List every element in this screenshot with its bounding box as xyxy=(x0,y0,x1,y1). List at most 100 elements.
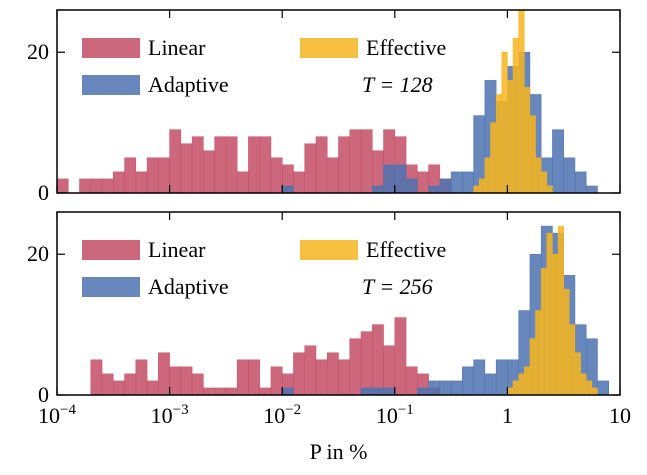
x-tick-label: 10−2 xyxy=(263,402,301,428)
histogram-bar xyxy=(394,317,407,396)
histogram-bar xyxy=(259,136,272,194)
histogram-bar xyxy=(574,171,587,194)
histogram-bar xyxy=(450,380,463,396)
histogram-bar xyxy=(338,359,351,396)
legend-swatch xyxy=(82,38,140,58)
histogram-bar xyxy=(495,359,508,396)
histogram-bar xyxy=(360,129,373,194)
x-axis-label: P in % xyxy=(310,439,368,464)
histogram-bar xyxy=(484,373,497,396)
x-tick-label: 10−3 xyxy=(151,402,189,428)
histogram-bar xyxy=(546,232,553,396)
histogram-bar xyxy=(293,352,305,396)
histogram-bar xyxy=(540,171,548,194)
histogram-bar xyxy=(473,359,486,396)
histogram-bar xyxy=(507,80,514,194)
histogram-bar xyxy=(490,122,497,194)
histogram-bar xyxy=(478,178,486,194)
histogram-bar xyxy=(281,185,294,194)
histogram-bar xyxy=(203,150,215,194)
histogram-bar xyxy=(507,387,514,396)
legend-swatch xyxy=(300,38,358,58)
histogram-bar xyxy=(225,136,238,194)
histogram-bar xyxy=(563,289,570,396)
histogram-bar xyxy=(546,185,553,194)
histogram-bar xyxy=(338,136,351,194)
histogram-bar xyxy=(158,352,170,396)
legend-swatch xyxy=(82,240,140,260)
histogram-bar xyxy=(405,366,418,396)
histogram-bar xyxy=(512,380,519,396)
x-tick-label: 10 xyxy=(609,403,631,428)
histogram-bar xyxy=(428,185,441,194)
x-tick-label: 1 xyxy=(502,403,513,428)
histogram-bar xyxy=(191,373,204,396)
histogram-bar xyxy=(248,136,260,194)
histogram-bar xyxy=(135,359,148,396)
x-tick-base: 10 xyxy=(38,403,60,428)
histogram-bar xyxy=(236,171,249,194)
legend-label: Linear xyxy=(148,35,206,60)
legend-label: Linear xyxy=(148,237,206,262)
histogram-bar xyxy=(372,324,384,396)
histogram-bar xyxy=(79,178,92,194)
histogram-bar xyxy=(259,387,272,396)
histogram-bar xyxy=(270,366,283,396)
histogram-bar xyxy=(203,387,215,396)
histogram-bar xyxy=(535,310,542,396)
histogram-bar xyxy=(529,338,536,396)
histogram-bar xyxy=(524,366,531,396)
x-tick-exponent: −2 xyxy=(285,402,301,418)
histogram-bar xyxy=(315,359,328,396)
histogram-bar xyxy=(495,94,503,194)
y-tick-label: 0 xyxy=(38,180,49,205)
legend-swatch xyxy=(300,240,358,260)
histogram-bar xyxy=(529,115,536,194)
histogram-bar xyxy=(417,171,429,194)
histogram-bar xyxy=(597,380,609,396)
histogram-bar xyxy=(569,324,576,396)
histogram-bar xyxy=(360,331,373,396)
legend-label: Adaptive xyxy=(148,72,229,97)
y-tick-label: 20 xyxy=(27,241,49,266)
histogram-bar xyxy=(248,359,260,396)
histogram-bar xyxy=(585,185,598,194)
histogram-bar xyxy=(180,143,193,194)
histogram-bar xyxy=(158,157,170,194)
histogram-bar xyxy=(557,225,564,396)
histogram-bar xyxy=(135,171,148,194)
histogram-bar xyxy=(540,268,548,396)
histogram-bar xyxy=(439,178,452,194)
histogram-bar xyxy=(591,387,598,396)
histogram-bar xyxy=(462,171,474,194)
histogram-bar xyxy=(372,185,384,194)
histogram-bar xyxy=(535,157,542,194)
histogram-bar xyxy=(90,178,103,194)
histogram-bar xyxy=(101,178,114,194)
plot-frame xyxy=(56,9,621,194)
histogram-bar xyxy=(225,387,238,396)
histogram-bar xyxy=(484,157,491,194)
x-tick-base: 10 xyxy=(151,403,173,428)
histogram-bar xyxy=(439,380,452,396)
histogram-bar xyxy=(214,136,227,194)
histogram-bar xyxy=(360,387,373,396)
histogram-bar xyxy=(552,129,564,194)
x-tick-exponent: −4 xyxy=(60,402,76,418)
histogram-bar xyxy=(124,373,137,396)
legend-label: Effective xyxy=(366,237,446,262)
histogram-bar xyxy=(501,51,508,194)
histogram-bar xyxy=(315,136,328,194)
legend-swatch xyxy=(82,277,140,297)
histogram-bar xyxy=(417,387,429,396)
histogram-bar xyxy=(113,380,125,396)
histogram-bar xyxy=(405,178,418,194)
x-tick-label: 10−4 xyxy=(38,402,76,428)
histogram-bar xyxy=(56,178,69,194)
y-tick-label: 0 xyxy=(38,382,49,407)
histogram-bar xyxy=(518,373,525,396)
x-tick-exponent: −3 xyxy=(173,402,189,418)
histogram-bar xyxy=(326,157,339,194)
histogram-bar xyxy=(580,373,587,396)
legend-swatch xyxy=(82,75,140,95)
